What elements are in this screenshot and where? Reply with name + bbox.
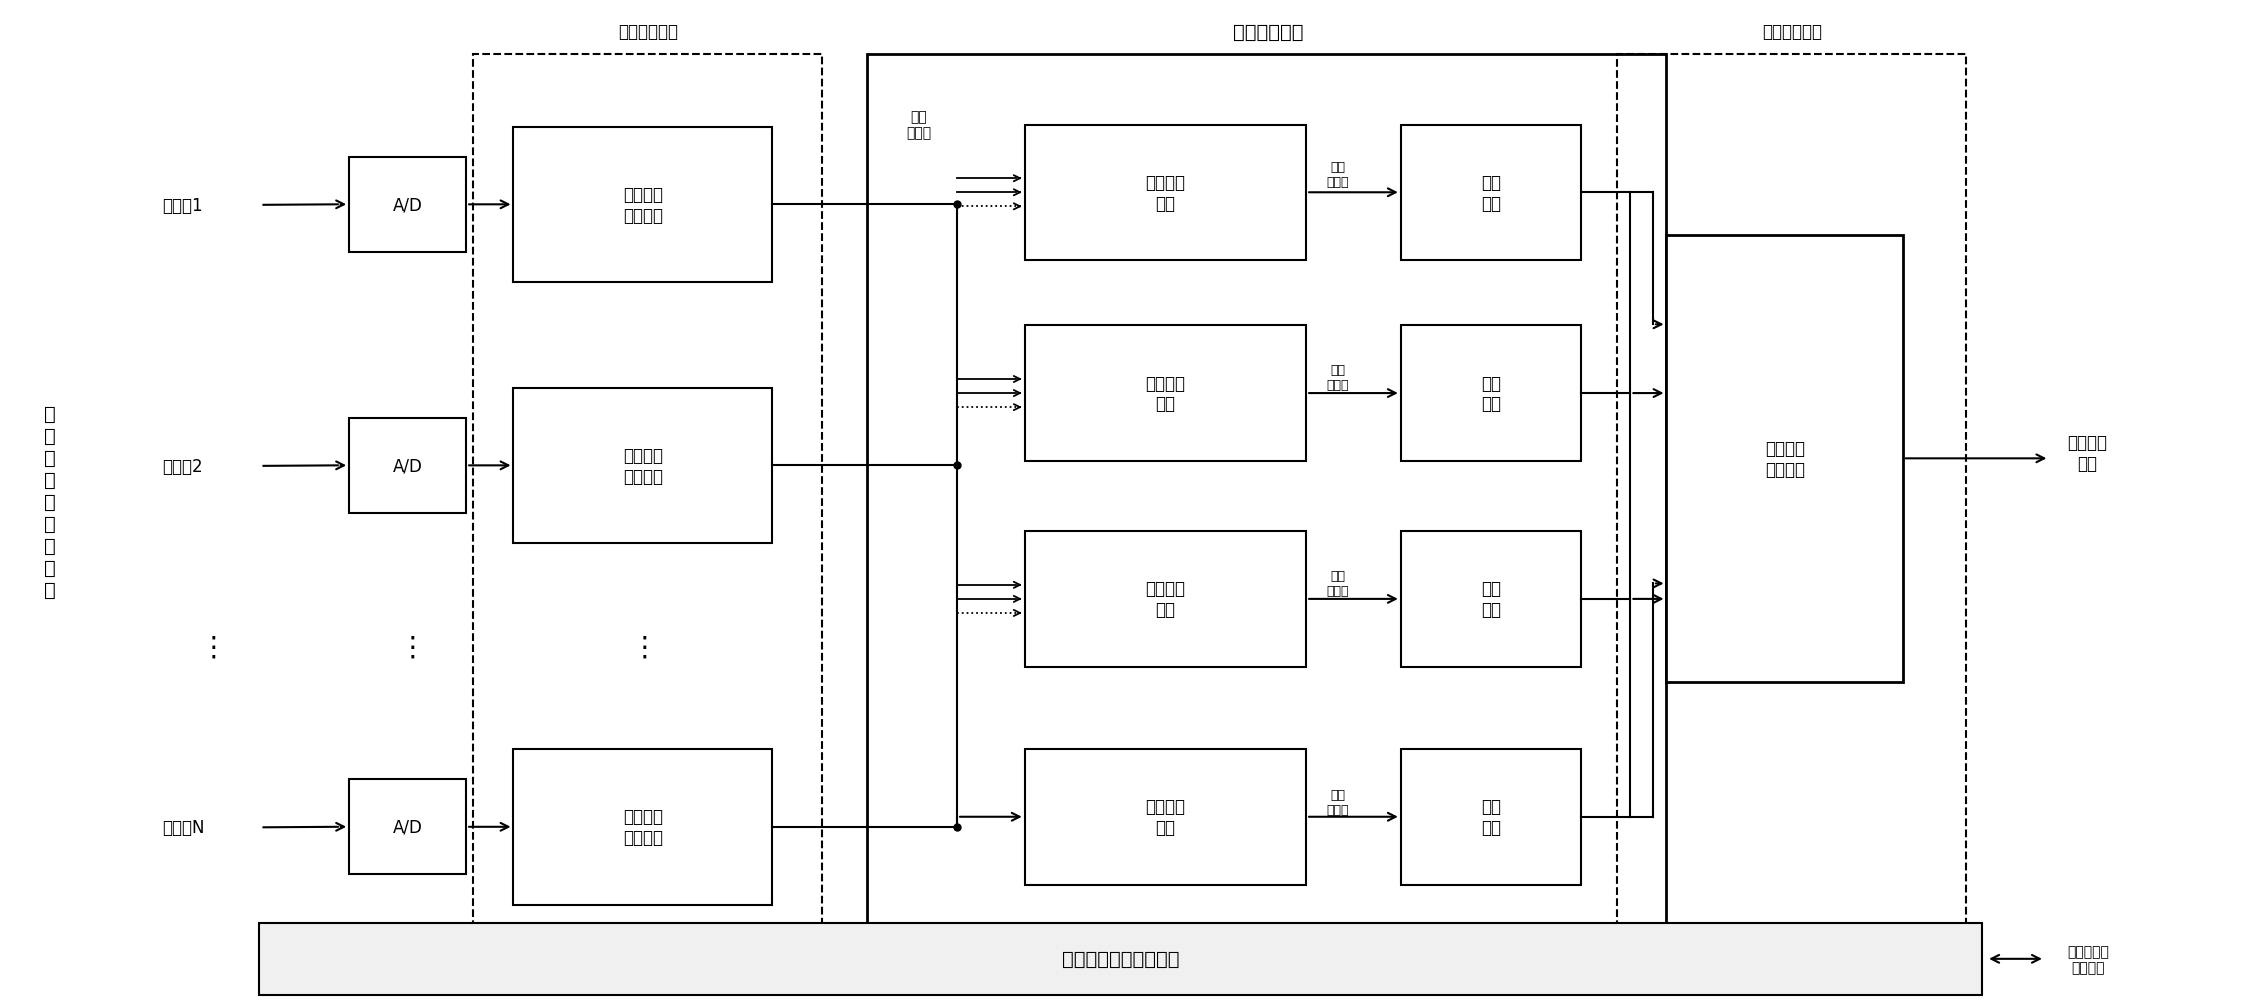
Bar [1025, 749, 1306, 885]
Text: 系统
事件字: 系统 事件字 [1326, 570, 1349, 598]
Text: 事件
缓存: 事件 缓存 [1482, 580, 1500, 619]
Text: 事件
缓存: 事件 缓存 [1482, 174, 1500, 213]
Text: 系统事件分类: 系统事件分类 [1232, 23, 1304, 41]
Text: ⋮: ⋮ [200, 633, 227, 661]
Text: 系统
事件字: 系统 事件字 [1326, 788, 1349, 816]
Text: 随机事件
引擎: 随机事件 引擎 [1146, 580, 1185, 619]
Text: 探测器1: 探测器1 [162, 197, 203, 215]
Bar [1025, 532, 1306, 667]
Text: 探测器N: 探测器N [162, 818, 205, 837]
Text: 原始
事件字: 原始 事件字 [905, 110, 932, 140]
Bar [349, 157, 466, 253]
Text: 系统
事件字: 系统 事件字 [1326, 160, 1349, 189]
Text: 系统事件
传输机制: 系统事件 传输机制 [1766, 439, 1804, 478]
Text: 系统
事件字: 系统 事件字 [1326, 363, 1349, 391]
Bar [867, 55, 1666, 963]
Bar [513, 388, 772, 544]
Text: 探测器2: 探测器2 [162, 457, 203, 475]
Text: 事件
缓存: 事件 缓存 [1482, 374, 1500, 413]
Bar [1401, 749, 1581, 885]
Text: 原始事件
检测模块: 原始事件 检测模块 [624, 446, 662, 485]
Text: 单次事件
引擎: 单次事件 引擎 [1146, 174, 1185, 213]
Text: 时序事件
引擎: 时序事件 引擎 [1146, 797, 1185, 837]
Bar [1025, 125, 1306, 261]
Bar [259, 923, 1982, 995]
Bar [349, 779, 466, 875]
Bar [473, 55, 822, 963]
Bar [513, 749, 772, 905]
Bar [1617, 55, 1966, 963]
Bar [349, 418, 466, 514]
Text: 列表模式
数据: 列表模式 数据 [2067, 434, 2108, 472]
Text: A/D: A/D [392, 197, 423, 214]
Text: 系统电源、时钟、控制: 系统电源、时钟、控制 [1061, 950, 1180, 968]
Text: 原始事件
检测模块: 原始事件 检测模块 [624, 186, 662, 225]
Text: 系统控制及
状态查询: 系统控制及 状态查询 [2067, 944, 2110, 974]
Bar [1401, 326, 1581, 461]
Bar [1666, 236, 1903, 682]
Text: 原始事件检测: 原始事件检测 [619, 23, 678, 41]
Text: 原始事件
检测模块: 原始事件 检测模块 [624, 807, 662, 847]
Bar [1401, 125, 1581, 261]
Bar [1025, 326, 1306, 461]
Text: 符合事件
引擎: 符合事件 引擎 [1146, 374, 1185, 413]
Text: 系统事件传输: 系统事件传输 [1763, 23, 1822, 41]
Bar [513, 127, 772, 283]
Text: 事件
缓存: 事件 缓存 [1482, 797, 1500, 837]
Text: A/D: A/D [392, 818, 423, 835]
Bar [1401, 532, 1581, 667]
Text: ⋮: ⋮ [399, 633, 426, 661]
Text: ⋮: ⋮ [631, 633, 658, 661]
Text: 事
件
位
置
和
时
间
信
号: 事 件 位 置 和 时 间 信 号 [43, 404, 56, 599]
Text: A/D: A/D [392, 457, 423, 474]
